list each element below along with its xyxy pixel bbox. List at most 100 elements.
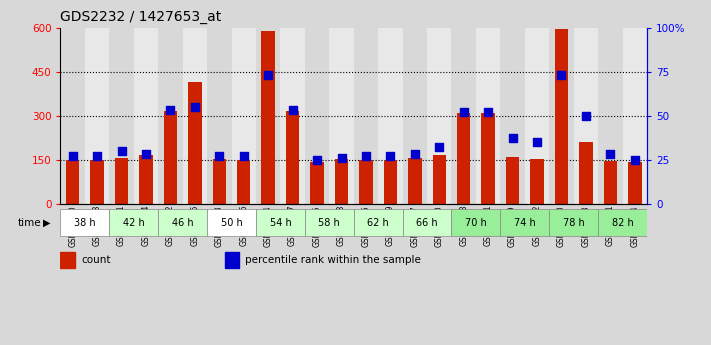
Bar (579, 142, 593, 204)
Bar (451, 208, 501, 237)
Point (507, 136, 518, 141)
Bar (550, 28, 574, 204)
Text: 62 h: 62 h (368, 218, 389, 227)
Bar (427, 28, 451, 204)
Bar (158, 28, 183, 204)
Bar (109, 28, 134, 204)
Bar (574, 28, 598, 204)
Bar (353, 208, 402, 237)
Text: 74 h: 74 h (514, 218, 535, 227)
Bar (164, 111, 177, 204)
Point (580, 113, 592, 118)
Bar (476, 28, 501, 204)
Bar (114, 158, 128, 204)
Bar (525, 28, 549, 204)
Bar (139, 155, 153, 204)
Bar (85, 28, 109, 204)
Bar (262, 31, 275, 204)
Bar (481, 113, 495, 204)
Bar (335, 159, 348, 204)
Bar (329, 28, 354, 204)
Bar (158, 208, 207, 237)
Text: time: time (18, 218, 41, 227)
Bar (628, 162, 641, 204)
Bar (530, 159, 544, 204)
Point (92, 153, 103, 159)
Bar (60, 252, 75, 268)
Text: 42 h: 42 h (123, 218, 144, 227)
Point (531, 139, 542, 145)
Bar (402, 208, 451, 237)
Bar (256, 28, 280, 204)
Bar (623, 28, 647, 204)
Point (262, 72, 274, 78)
Text: count: count (81, 255, 110, 265)
Bar (225, 252, 240, 268)
Bar (109, 208, 159, 237)
Bar (353, 28, 378, 204)
Bar (256, 208, 305, 237)
Bar (384, 160, 397, 204)
Bar (60, 28, 85, 204)
Text: 70 h: 70 h (465, 218, 487, 227)
Point (238, 153, 250, 159)
Text: 54 h: 54 h (269, 218, 292, 227)
Bar (402, 28, 427, 204)
Point (311, 157, 323, 162)
Point (434, 145, 445, 150)
Bar (598, 208, 647, 237)
Bar (501, 208, 550, 237)
Bar (501, 28, 525, 204)
Text: 66 h: 66 h (416, 218, 438, 227)
Point (165, 108, 176, 113)
Bar (555, 29, 568, 204)
Bar (232, 28, 256, 204)
Point (287, 108, 299, 113)
Point (483, 109, 494, 115)
Text: GDS2232 / 1427653_at: GDS2232 / 1427653_at (60, 10, 222, 24)
Bar (188, 82, 202, 204)
Point (458, 109, 469, 115)
Point (409, 151, 420, 157)
Point (189, 104, 201, 110)
Bar (506, 157, 519, 204)
Bar (305, 28, 329, 204)
Point (140, 151, 151, 157)
Bar (90, 160, 104, 204)
Bar (60, 208, 109, 237)
Bar (598, 28, 623, 204)
Text: 50 h: 50 h (220, 218, 242, 227)
Bar (359, 160, 373, 204)
Bar (451, 28, 476, 204)
Bar (550, 208, 598, 237)
Text: 46 h: 46 h (172, 218, 193, 227)
Bar (280, 28, 305, 204)
Bar (305, 208, 354, 237)
Bar (604, 161, 617, 204)
Bar (66, 160, 80, 204)
Bar (183, 28, 207, 204)
Text: 82 h: 82 h (611, 218, 634, 227)
Text: percentile rank within the sample: percentile rank within the sample (245, 255, 421, 265)
Bar (378, 28, 402, 204)
Text: 58 h: 58 h (319, 218, 340, 227)
Point (385, 153, 396, 159)
Point (629, 157, 641, 162)
Text: ▶: ▶ (43, 218, 50, 227)
Point (360, 153, 372, 159)
Bar (310, 162, 324, 204)
Text: 78 h: 78 h (563, 218, 584, 227)
Point (67, 153, 78, 159)
Point (336, 155, 347, 160)
Bar (432, 155, 446, 204)
Point (116, 148, 127, 154)
Point (604, 151, 616, 157)
Text: 38 h: 38 h (74, 218, 96, 227)
Bar (213, 159, 226, 204)
Bar (134, 28, 159, 204)
Bar (207, 28, 232, 204)
Bar (286, 111, 299, 204)
Bar (207, 208, 256, 237)
Point (213, 153, 225, 159)
Bar (237, 160, 250, 204)
